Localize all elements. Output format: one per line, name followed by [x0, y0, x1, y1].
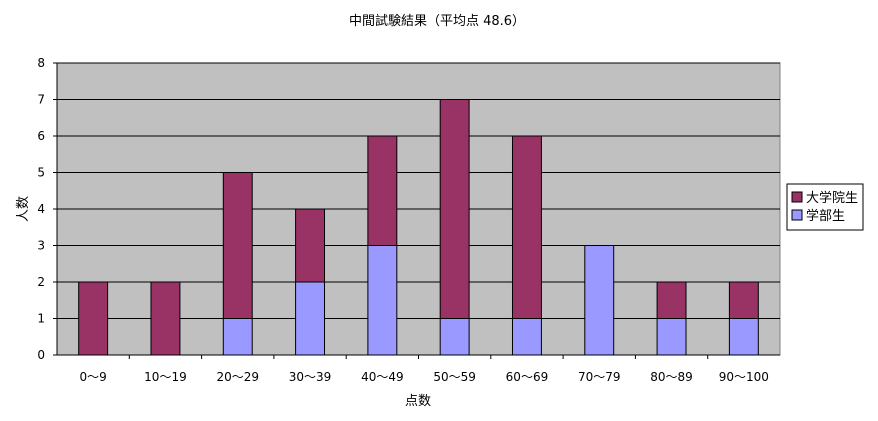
bar-undergrad-2: [222, 318, 253, 356]
bar-undergrad-4: [367, 245, 398, 356]
bar-grad-9: [728, 281, 759, 319]
bar-grad-0: [78, 281, 109, 356]
legend-label: 学部生: [806, 208, 845, 224]
y-tick-label: 3: [37, 239, 45, 253]
bar-undergrad-5: [439, 318, 470, 356]
bar-grad-1: [150, 281, 181, 356]
bar-grad-8: [656, 281, 687, 319]
x-axis-label: 点数: [405, 394, 431, 409]
bar-grad-3: [295, 208, 326, 283]
x-tick-label: 50〜59: [433, 370, 476, 384]
x-tick-label: 40〜49: [361, 370, 404, 384]
legend-swatch: [791, 209, 803, 221]
y-axis-label: 人数: [16, 196, 31, 222]
x-tick-label: 20〜29: [216, 370, 259, 384]
y-tick-label: 2: [37, 275, 45, 289]
y-tick-label: 0: [37, 348, 45, 362]
bar-grad-2: [222, 172, 253, 319]
y-tick-label: 8: [37, 56, 45, 70]
bar-undergrad-7: [584, 245, 615, 356]
legend-swatch: [791, 191, 803, 203]
bar-undergrad-6: [511, 318, 542, 356]
y-tick-label: 7: [37, 93, 45, 107]
plot-area: 0 1 2 3 4 5 6 7 8 0〜9 10〜19 20〜29 30〜39 40〜49 50〜59 60〜…: [37, 56, 781, 384]
x-tick-label: 80〜89: [650, 370, 693, 384]
x-tick-label: 30〜39: [289, 370, 332, 384]
x-tick-label: 10〜19: [144, 370, 187, 384]
x-tick-label: 70〜79: [578, 370, 621, 384]
chart-title: 中間試験結果（平均点 48.6）: [349, 13, 525, 29]
bar-grad-6: [511, 135, 542, 319]
legend-label: 大学院生: [806, 190, 858, 206]
bar-undergrad-9: [728, 318, 759, 356]
bar-undergrad-8: [656, 318, 687, 356]
y-tick-label: 6: [37, 129, 45, 143]
y-tick-label: 4: [37, 202, 45, 216]
x-tick-label: 0〜9: [80, 370, 107, 384]
bar-undergrad-3: [295, 281, 326, 356]
bar-grad-5: [439, 99, 470, 319]
x-tick-label: 60〜69: [506, 370, 549, 384]
x-tick-label: 90〜100: [719, 370, 769, 384]
y-tick-label: 5: [37, 166, 45, 180]
y-tick-label: 1: [37, 312, 45, 326]
bar-grad-4: [367, 135, 398, 246]
